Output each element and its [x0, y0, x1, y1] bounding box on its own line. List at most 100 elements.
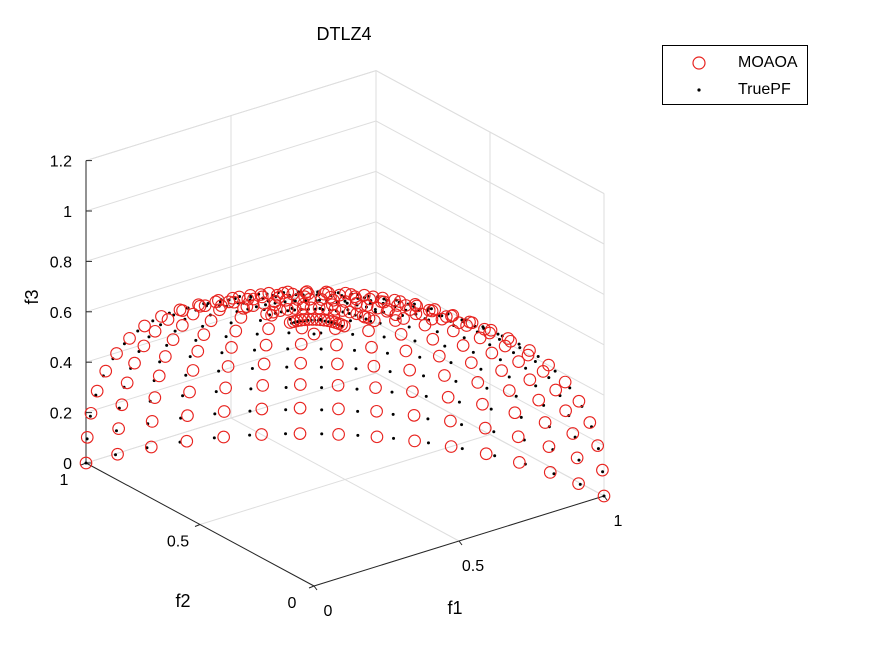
- truepf-point: [493, 454, 497, 458]
- moaoa-point: [296, 308, 310, 321]
- truepf-point: [318, 317, 322, 321]
- moaoa-point: [408, 434, 421, 448]
- moaoa-point: [394, 327, 408, 341]
- moaoa-point: [471, 376, 485, 389]
- moaoa-point: [446, 324, 460, 338]
- moaoa-point: [357, 288, 371, 302]
- grid-line: [375, 120, 605, 245]
- moaoa-point: [241, 292, 255, 306]
- truepf-point: [385, 351, 389, 355]
- moaoa-point: [327, 308, 341, 322]
- grid-line: [375, 170, 605, 295]
- moaoa-point: [166, 333, 180, 346]
- moaoa-point: [298, 290, 311, 304]
- truepf-point: [188, 355, 192, 359]
- moaoa-point: [367, 359, 381, 373]
- moaoa-point: [213, 303, 226, 317]
- moaoa-point: [478, 421, 492, 435]
- moaoa-point: [152, 369, 166, 383]
- moaoa-point: [193, 299, 207, 313]
- moaoa-point: [110, 347, 123, 360]
- moaoa-point: [406, 385, 419, 399]
- moaoa-point: [513, 456, 526, 469]
- truepf-point: [248, 433, 252, 437]
- y-tick-label: 0.5: [167, 534, 189, 551]
- moaoa-point: [532, 393, 546, 407]
- z-tick-label: 0.4: [50, 355, 72, 372]
- moaoa-point: [536, 365, 550, 378]
- truepf-point: [249, 387, 253, 391]
- x-axis-label: f1: [447, 598, 462, 618]
- truepf-point: [248, 409, 252, 413]
- moaoa-point: [257, 357, 271, 371]
- moaoa-point: [354, 300, 368, 313]
- truepf-point: [536, 355, 540, 359]
- moaoa-point: [180, 434, 194, 448]
- moaoa-point: [583, 416, 597, 429]
- truepf-point: [534, 384, 538, 388]
- y-tick-label: 1: [60, 472, 69, 489]
- moaoa-point: [549, 383, 563, 397]
- truepf-point: [547, 376, 551, 380]
- truepf-point: [512, 351, 516, 355]
- moaoa-point: [325, 298, 339, 312]
- y-tick-mark: [194, 524, 201, 527]
- moaoa-point: [542, 440, 556, 454]
- truepf-point: [518, 346, 522, 350]
- moaoa-point: [301, 287, 315, 301]
- grid-line: [85, 221, 377, 313]
- truepf-point: [496, 332, 500, 336]
- truepf-point: [498, 358, 502, 362]
- truepf-point: [351, 332, 355, 336]
- box-edge: [375, 70, 605, 195]
- moaoa-point: [328, 322, 342, 336]
- truepf-point: [460, 423, 464, 427]
- moaoa-point: [324, 290, 337, 304]
- x-tick-label: 1: [614, 513, 623, 530]
- truepf-point: [390, 390, 394, 394]
- z-axis-label: f3: [22, 289, 42, 304]
- moaoa-point: [183, 385, 196, 399]
- grid-line: [85, 170, 377, 262]
- moaoa-point: [408, 298, 422, 311]
- moaoa-point: [254, 288, 268, 301]
- moaoa-point: [265, 308, 278, 322]
- moaoa-point: [523, 373, 537, 387]
- moaoa-point: [123, 332, 136, 345]
- truepf-point: [426, 441, 430, 445]
- truepf-point: [304, 299, 308, 303]
- moaoa-point: [389, 314, 402, 327]
- truepf-point: [449, 361, 453, 365]
- moaoa-point: [294, 356, 308, 370]
- moaoa-point: [197, 328, 211, 341]
- moaoa-point: [155, 310, 168, 323]
- truepf-point: [165, 343, 169, 347]
- truepf-point: [284, 385, 288, 389]
- truepf-point: [356, 409, 360, 413]
- truepf-point: [407, 325, 411, 329]
- moaoa-point: [234, 311, 248, 324]
- moaoa-point: [441, 390, 455, 404]
- moaoa-point: [521, 348, 535, 362]
- moaoa-point: [128, 356, 141, 370]
- moaoa-point: [435, 312, 449, 326]
- truepf-point: [578, 482, 582, 486]
- moaoa-point: [115, 398, 129, 412]
- y-tick-mark: [308, 585, 315, 589]
- truepf-point: [373, 307, 377, 311]
- truepf-point: [552, 472, 556, 476]
- truepf-point: [319, 365, 323, 369]
- truepf-point: [577, 458, 581, 462]
- axes-lines: [80, 160, 608, 591]
- truepf-point: [287, 331, 291, 335]
- truepf-point: [382, 297, 386, 301]
- moaoa-point: [111, 447, 124, 461]
- moaoa-point: [283, 316, 297, 329]
- moaoa-point: [137, 339, 151, 353]
- truepf-point: [596, 447, 600, 451]
- moaoa-point: [331, 357, 344, 371]
- truepf-point: [392, 436, 396, 440]
- y-axis-label: f2: [175, 591, 190, 611]
- truepf-point: [212, 436, 216, 440]
- truepf-point: [319, 347, 323, 351]
